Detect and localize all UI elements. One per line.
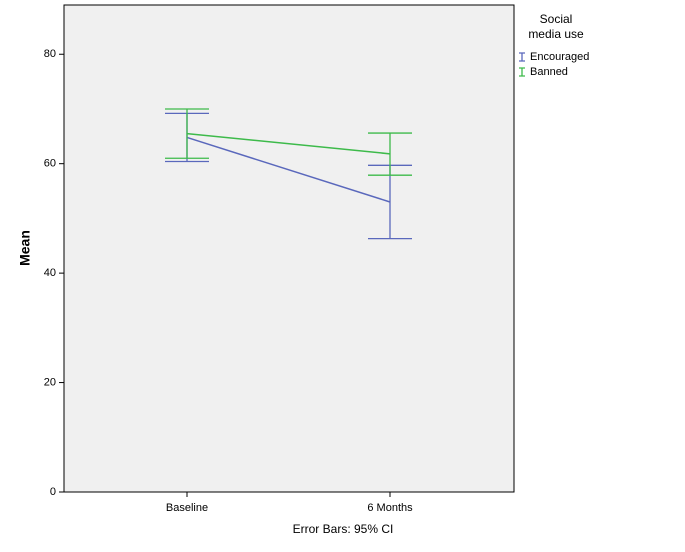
legend-swatch	[519, 67, 525, 77]
legend-label: Encouraged	[530, 51, 589, 63]
x-tick-label: 6 Months	[367, 502, 413, 514]
y-tick-label: 40	[44, 267, 56, 279]
legend-swatch	[519, 52, 525, 62]
y-tick-label: 80	[44, 48, 56, 60]
y-tick-label: 20	[44, 376, 56, 388]
error-bar	[165, 108, 209, 159]
y-tick-label: 60	[44, 158, 56, 170]
error-bar	[368, 132, 412, 176]
x-tick-label: Baseline	[166, 502, 208, 514]
plot-area	[63, 4, 515, 493]
series-line	[186, 132, 391, 155]
legend-label: Banned	[530, 66, 568, 78]
series-line	[186, 136, 391, 203]
annotation: Error Bars: 95% CI	[293, 522, 394, 536]
y-tick-label: 0	[50, 486, 56, 498]
legend-title: Social	[540, 12, 573, 26]
legend-title: media use	[528, 27, 584, 41]
y-axis-label: Mean	[17, 230, 33, 266]
